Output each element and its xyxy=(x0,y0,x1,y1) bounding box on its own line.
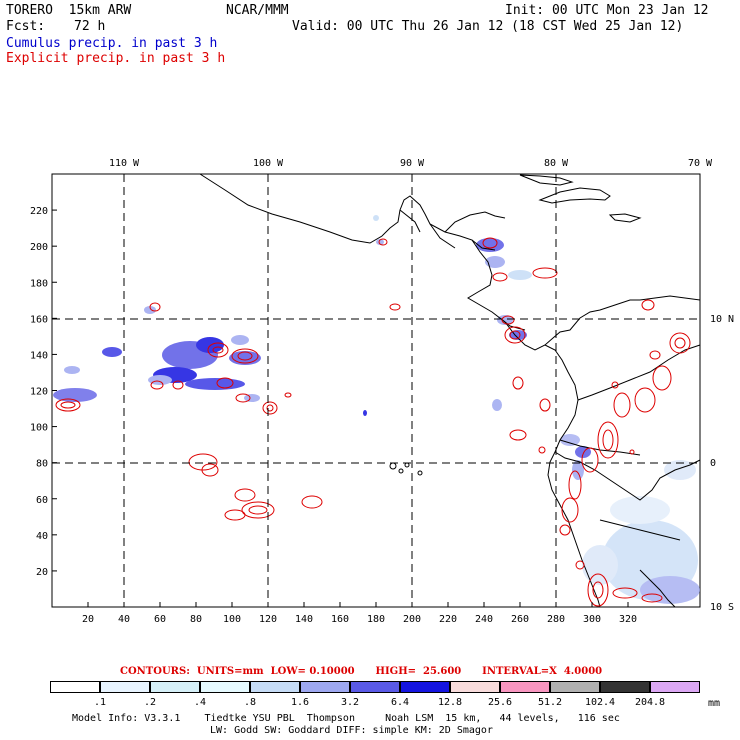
y-tick-label: 40 xyxy=(36,531,48,542)
forecast-hours: 72 h xyxy=(74,19,106,34)
y-tick-label: 220 xyxy=(30,206,48,217)
y-tick-label: 140 xyxy=(30,350,48,361)
valid-time: Valid: 00 UTC Thu 26 Jan 12 (18 CST Wed … xyxy=(292,19,684,34)
x-tick-label: 160 xyxy=(331,614,349,625)
colorbar-cell xyxy=(600,681,650,693)
colorbar-label: 204.8 xyxy=(634,697,666,708)
colorbar-label: 1.6 xyxy=(290,697,310,708)
colorbar-label: 12.8 xyxy=(437,697,463,708)
y-tick-label: 200 xyxy=(30,242,48,253)
x-tick-label: 280 xyxy=(547,614,565,625)
x-tick-label: 120 xyxy=(259,614,277,625)
model-info-line1: Model Info: V3.3.1 Tiedtke YSU PBL Thomp… xyxy=(72,713,620,724)
y-tick-label: 160 xyxy=(30,314,48,325)
y-tick-label: 100 xyxy=(30,423,48,434)
model-info-line2: LW: Godd SW: Goddard DIFF: simple KM: 2D… xyxy=(210,725,493,736)
colorbar-cell xyxy=(100,681,150,693)
lat-label-10s: 10 S xyxy=(710,602,734,613)
axis-tick-labels: 20 40 60 80 100 120 140 160 180 200 220 240 260 280 30… xyxy=(30,206,637,625)
x-tick-label: 240 xyxy=(475,614,493,625)
x-tick-label: 300 xyxy=(583,614,601,625)
colorbar-label: 102.4 xyxy=(584,697,616,708)
colorbar-cell xyxy=(250,681,300,693)
colorbar-cell xyxy=(300,681,350,693)
x-tick-label: 40 xyxy=(118,614,130,625)
contour-info: CONTOURS: UNITS=mm LOW= 0.10000 HIGH= 25… xyxy=(120,666,603,677)
forecast-label: Fcst: xyxy=(6,19,46,34)
x-tick-label: 220 xyxy=(439,614,457,625)
init-time: Init: 00 UTC Mon 23 Jan 12 xyxy=(505,3,709,18)
colorbar-label: .4 xyxy=(193,697,207,708)
explicit-precip-label: Explicit precip. in past 3 h xyxy=(6,51,226,66)
colorbar-cell xyxy=(50,681,100,693)
cumulus-precip-label: Cumulus precip. in past 3 h xyxy=(6,36,218,51)
x-tick-label: 260 xyxy=(511,614,529,625)
colorbar-label: .2 xyxy=(143,697,157,708)
axis-ticks xyxy=(52,209,629,607)
lon-label-110w: 110 W xyxy=(109,158,140,169)
x-tick-label: 320 xyxy=(619,614,637,625)
colorbar-label: 51.2 xyxy=(537,697,563,708)
colorbar-label: .8 xyxy=(243,697,257,708)
y-tick-label: 180 xyxy=(30,278,48,289)
colorbar-label: 6.4 xyxy=(390,697,410,708)
explicit-precip-contours xyxy=(55,237,691,607)
lon-label-70w: 70 W xyxy=(688,158,713,169)
colorbar-label: .1 xyxy=(93,697,107,708)
x-tick-label: 180 xyxy=(367,614,385,625)
colorbar-cell xyxy=(550,681,600,693)
y-tick-label: 60 xyxy=(36,495,48,506)
y-tick-label: 120 xyxy=(30,387,48,398)
cumulus-precip-areas xyxy=(53,215,591,480)
colorbar-cell xyxy=(400,681,450,693)
lon-label-90w: 90 W xyxy=(400,158,425,169)
lon-label-80w: 80 W xyxy=(544,158,569,169)
lat-label-0: 0 xyxy=(710,458,716,469)
colorbar-cell xyxy=(500,681,550,693)
x-tick-label: 80 xyxy=(190,614,202,625)
galapagos-islands xyxy=(389,462,423,476)
colorbar-label: 25.6 xyxy=(487,697,513,708)
x-tick-label: 140 xyxy=(295,614,313,625)
lon-label-100w: 100 W xyxy=(253,158,284,169)
y-tick-label: 20 xyxy=(36,567,48,578)
colorbar-cell xyxy=(200,681,250,693)
colorbar-cell xyxy=(150,681,200,693)
x-tick-label: 60 xyxy=(154,614,166,625)
light-precip-south-america xyxy=(560,434,700,604)
colorbar-cell xyxy=(650,681,700,693)
model-title: TORERO 15km ARW xyxy=(6,3,132,18)
coastlines xyxy=(199,173,701,608)
organization-label: NCAR/MMM xyxy=(226,3,289,18)
y-tick-label: 80 xyxy=(36,459,48,470)
lat-label-10n: 10 N xyxy=(710,314,734,325)
x-tick-label: 100 xyxy=(223,614,241,625)
colorbar-label: 3.2 xyxy=(340,697,360,708)
x-tick-label: 200 xyxy=(403,614,421,625)
colorbar-cell xyxy=(450,681,500,693)
colorbar xyxy=(50,681,700,693)
x-tick-label: 20 xyxy=(82,614,94,625)
colorbar-cell xyxy=(350,681,400,693)
colorbar-unit: mm xyxy=(708,698,721,709)
lat-lon-grid xyxy=(52,174,700,607)
